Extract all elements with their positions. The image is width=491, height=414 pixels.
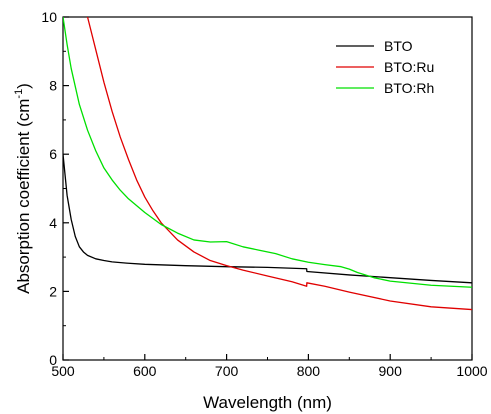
y-tick-label: 6 [49,146,57,162]
y-axis-title: Absorption coefficient (cm-1) [13,83,33,294]
x-tick-label: 500 [51,363,75,379]
y-tick-label: 4 [49,215,57,231]
y-tick-label: 0 [49,352,57,368]
ticks-layer: 500 600 700 800 900 1000 0 2 4 6 8 10 [41,9,487,379]
y-axis-title-close: ) [14,83,33,89]
x-tick-label: 600 [133,363,157,379]
legend-label: BTO:Rh [384,80,434,96]
x-tick-label: 700 [215,363,239,379]
series-layer [63,17,472,311]
legend-label: BTO:Ru [384,59,434,75]
x-tick-label: 900 [379,363,403,379]
series-line-bto-ru [86,17,472,311]
legend-label: BTO [384,38,413,54]
legend: BTO BTO:Ru BTO:Rh [336,38,434,96]
x-axis-title: Wavelength (nm) [203,393,332,412]
y-tick-label: 10 [41,9,57,25]
x-tick-label: 800 [297,363,321,379]
y-axis-title-main: Absorption coefficient (cm [14,99,33,294]
y-tick-label: 8 [49,78,57,94]
series-line-bto [63,154,472,284]
y-tick-label: 2 [49,283,57,299]
y-axis-title-superscript: -1 [13,89,25,99]
series-line-bto-rh [63,17,472,288]
x-tick-label: 1000 [456,363,487,379]
